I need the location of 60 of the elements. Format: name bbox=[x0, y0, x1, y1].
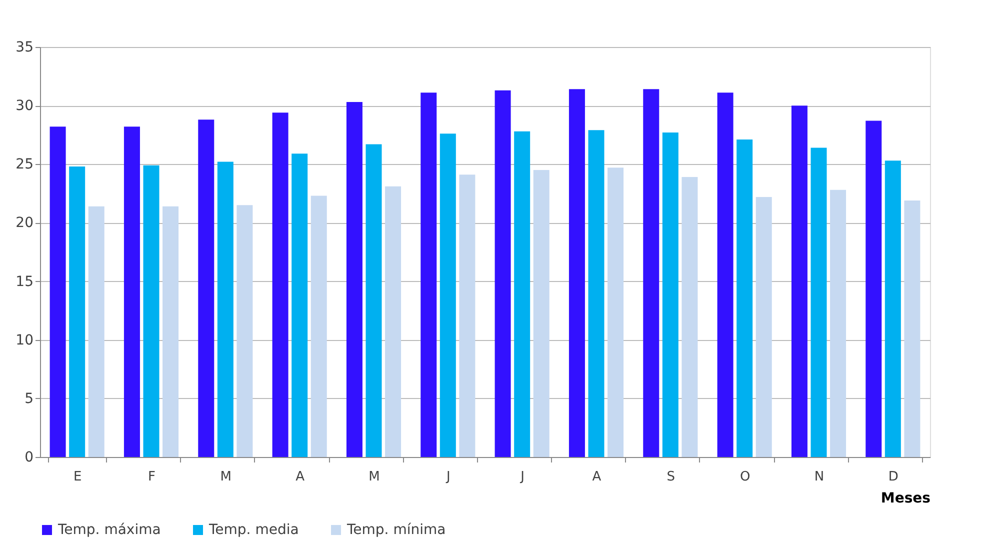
x-tick-label: J bbox=[445, 470, 450, 484]
bar bbox=[440, 134, 456, 457]
x-tick-label: N bbox=[814, 470, 824, 484]
bar bbox=[643, 89, 660, 457]
x-tick-label: O bbox=[740, 470, 750, 484]
bar bbox=[292, 154, 308, 457]
bar bbox=[69, 166, 86, 457]
bar bbox=[608, 168, 624, 457]
bar bbox=[884, 160, 901, 457]
y-tick-label: 15 bbox=[16, 274, 34, 290]
x-tick-label: S bbox=[666, 470, 676, 484]
bar bbox=[124, 126, 140, 457]
bar bbox=[88, 206, 104, 457]
bar bbox=[217, 162, 234, 457]
y-tick-label: 20 bbox=[16, 215, 34, 232]
bar bbox=[494, 90, 511, 457]
y-tick-label: 0 bbox=[24, 450, 34, 466]
bar bbox=[385, 186, 402, 457]
bar bbox=[533, 170, 550, 457]
bar bbox=[420, 92, 437, 457]
bar bbox=[682, 177, 698, 457]
bar bbox=[830, 190, 846, 457]
x-tick-label: A bbox=[296, 470, 305, 484]
bar bbox=[791, 106, 808, 457]
y-tick-label: 25 bbox=[16, 156, 34, 173]
bar bbox=[459, 174, 476, 457]
bar bbox=[810, 148, 827, 457]
x-tick-label: J bbox=[520, 470, 525, 484]
x-tick-label: M bbox=[220, 470, 232, 484]
bar bbox=[866, 120, 882, 457]
y-tick-label: 5 bbox=[24, 390, 34, 407]
bar bbox=[162, 206, 179, 457]
y-tick-label: 35 bbox=[16, 40, 34, 56]
bar bbox=[272, 112, 288, 457]
x-tick-label: M bbox=[368, 470, 380, 484]
x-tick-label: F bbox=[148, 470, 156, 484]
bar bbox=[346, 102, 362, 457]
legend-label: Temp. mínima bbox=[346, 522, 446, 538]
x-tick-label: D bbox=[888, 470, 898, 484]
bar bbox=[236, 205, 253, 457]
bar bbox=[366, 144, 382, 457]
x-axis-title: Meses bbox=[880, 490, 930, 506]
bar bbox=[904, 200, 920, 457]
bar bbox=[50, 126, 66, 457]
legend-label: Temp. media bbox=[208, 522, 299, 538]
bar bbox=[717, 92, 734, 457]
bar bbox=[662, 132, 678, 457]
bar bbox=[756, 196, 772, 457]
bar bbox=[310, 196, 327, 457]
x-tick-label: A bbox=[592, 470, 602, 484]
bar bbox=[514, 131, 530, 457]
legend-label: Temp. máxima bbox=[57, 522, 161, 538]
x-tick-label: E bbox=[73, 470, 82, 484]
bar bbox=[568, 89, 585, 457]
bar bbox=[588, 130, 604, 457]
bar bbox=[198, 120, 214, 457]
bar bbox=[143, 165, 160, 457]
y-tick-label: 10 bbox=[16, 332, 34, 348]
bar bbox=[736, 140, 753, 457]
y-tick-label: 30 bbox=[16, 98, 34, 114]
